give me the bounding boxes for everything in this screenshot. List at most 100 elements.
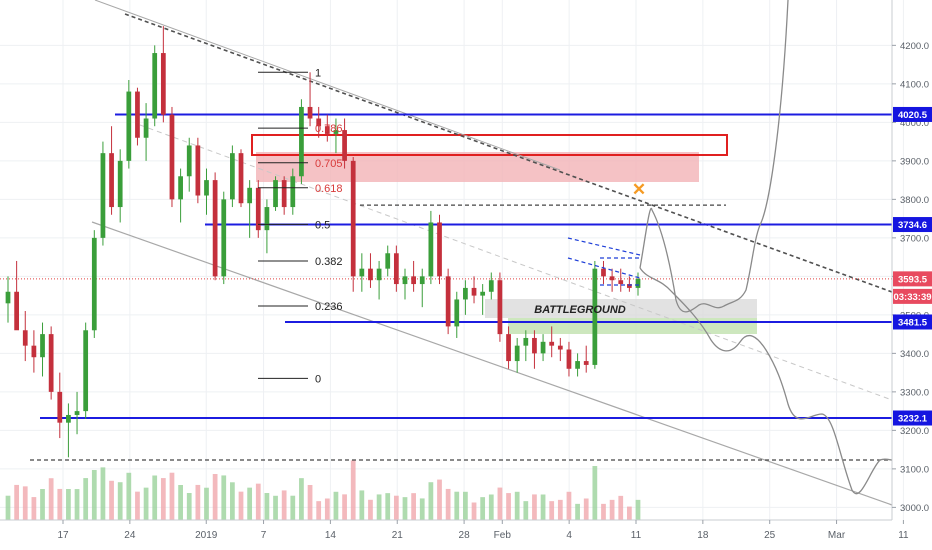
price-badge-label-0: 4020.5 xyxy=(898,110,928,121)
candle-body-19 xyxy=(169,114,175,200)
time-tick-label-13: 11 xyxy=(898,530,909,541)
candle-body-67 xyxy=(583,361,589,365)
horizontal-levels xyxy=(0,113,892,461)
price-tick-label-8: 3400.0 xyxy=(900,349,929,360)
candles xyxy=(5,26,641,458)
time-axis[interactable]: 17 24 2019 7 14 21 28 Feb 4 11 18 25 Mar 11 xyxy=(0,519,909,541)
candle-body-0 xyxy=(5,291,11,304)
battleground-label: BATTLEGROUND xyxy=(534,304,626,316)
candle-body-4 xyxy=(40,334,45,358)
candle-body-70 xyxy=(609,276,615,281)
candle-body-38 xyxy=(333,130,339,134)
volume-bar-31 xyxy=(273,495,278,520)
volume-bar-39 xyxy=(342,494,347,520)
price-tick-label-2: 4000.0 xyxy=(900,118,929,129)
candle-body-21 xyxy=(186,145,192,177)
volume-bar-72 xyxy=(626,506,632,520)
volume-bar-45 xyxy=(393,495,399,520)
candle-body-45 xyxy=(393,253,399,285)
candle-body-8 xyxy=(74,411,80,415)
volume-bar-14 xyxy=(126,472,132,520)
candle-body-59 xyxy=(514,345,520,362)
volume-bar-8 xyxy=(74,489,80,520)
volume-bar-7 xyxy=(66,489,71,520)
volume-bar-55 xyxy=(480,497,486,520)
volume-bar-64 xyxy=(557,499,563,520)
battleground-zone-green xyxy=(508,318,757,334)
candle-body-51 xyxy=(445,276,451,327)
candle-body-34 xyxy=(299,106,304,177)
price-badge-1 xyxy=(893,217,932,233)
fib-zone-box xyxy=(251,134,728,156)
volume-bar-26 xyxy=(230,482,235,520)
volume-bar-30 xyxy=(264,493,270,520)
volume-bar-57 xyxy=(497,487,503,520)
price-tick-label-5: 3700.0 xyxy=(900,233,929,244)
candle-body-53 xyxy=(463,287,468,300)
candle-body-24 xyxy=(212,180,218,277)
time-tick-label-9: 11 xyxy=(631,530,642,541)
target-x-marker: ✕ xyxy=(632,180,646,199)
candle-body-44 xyxy=(385,253,391,269)
candle-body-50 xyxy=(437,222,442,277)
time-tick-label-5: 21 xyxy=(392,530,404,541)
candle-body-14 xyxy=(126,91,132,161)
candle-body-63 xyxy=(549,341,555,346)
volume-bar-18 xyxy=(160,478,166,520)
time-tick-label-1: 24 xyxy=(124,530,136,541)
price-tick-label-12: 3000.0 xyxy=(900,503,929,514)
candle-body-52 xyxy=(454,299,460,327)
volume-bar-23 xyxy=(204,487,209,520)
candle-body-12 xyxy=(109,153,114,208)
volume-bar-13 xyxy=(117,482,123,520)
volume-bar-10 xyxy=(91,470,97,520)
volume-bar-24 xyxy=(212,474,218,520)
candle-body-71 xyxy=(618,280,624,285)
volume-bar-9 xyxy=(83,478,89,520)
volume-bar-61 xyxy=(532,494,537,520)
volume-bar-51 xyxy=(445,488,451,520)
time-tick-label-2: 2019 xyxy=(195,530,218,541)
volume-bar-32 xyxy=(281,490,287,520)
candle-body-2 xyxy=(22,330,28,346)
volume-bar-6 xyxy=(57,488,63,520)
time-tick-label-0: 17 xyxy=(57,530,69,541)
candle-body-47 xyxy=(411,276,416,285)
volume-bar-67 xyxy=(583,498,589,520)
volume-bar-48 xyxy=(419,498,425,520)
candle-body-41 xyxy=(359,268,365,277)
volume-bar-21 xyxy=(186,493,192,520)
volume-bar-42 xyxy=(368,499,373,520)
candle-body-60 xyxy=(523,337,529,346)
bullish-projection-path xyxy=(639,0,789,313)
candle-body-31 xyxy=(273,180,278,208)
candle-body-69 xyxy=(601,268,606,277)
price-badge-2 xyxy=(893,271,932,287)
volume-bar-41 xyxy=(359,490,365,520)
candle-body-48 xyxy=(419,276,425,285)
candle-body-17 xyxy=(152,53,158,119)
volume-bar-25 xyxy=(221,475,227,520)
candle-body-55 xyxy=(480,291,486,296)
volume-bar-15 xyxy=(135,491,140,520)
price-tick-label-0: 4200.0 xyxy=(900,41,929,52)
candle-body-73 xyxy=(635,278,641,288)
candle-body-43 xyxy=(376,268,382,281)
price-badge-4 xyxy=(893,314,932,330)
time-tick-label-10: 18 xyxy=(697,530,709,541)
candle-body-13 xyxy=(117,160,123,208)
price-badge-label-1: 3734.6 xyxy=(898,220,927,231)
candle-body-3 xyxy=(31,345,37,358)
candle-body-27 xyxy=(238,153,244,204)
fib-zone-fill xyxy=(256,152,699,182)
volume-bar-65 xyxy=(566,491,572,520)
price-tick-label-4: 3800.0 xyxy=(900,195,929,206)
price-tick-label-1: 4100.0 xyxy=(900,79,929,90)
candle-body-18 xyxy=(160,53,166,115)
candle-body-20 xyxy=(178,176,183,200)
candle-body-42 xyxy=(368,268,373,281)
candle-body-35 xyxy=(307,106,313,119)
price-tick-label-11: 3100.0 xyxy=(900,464,929,475)
